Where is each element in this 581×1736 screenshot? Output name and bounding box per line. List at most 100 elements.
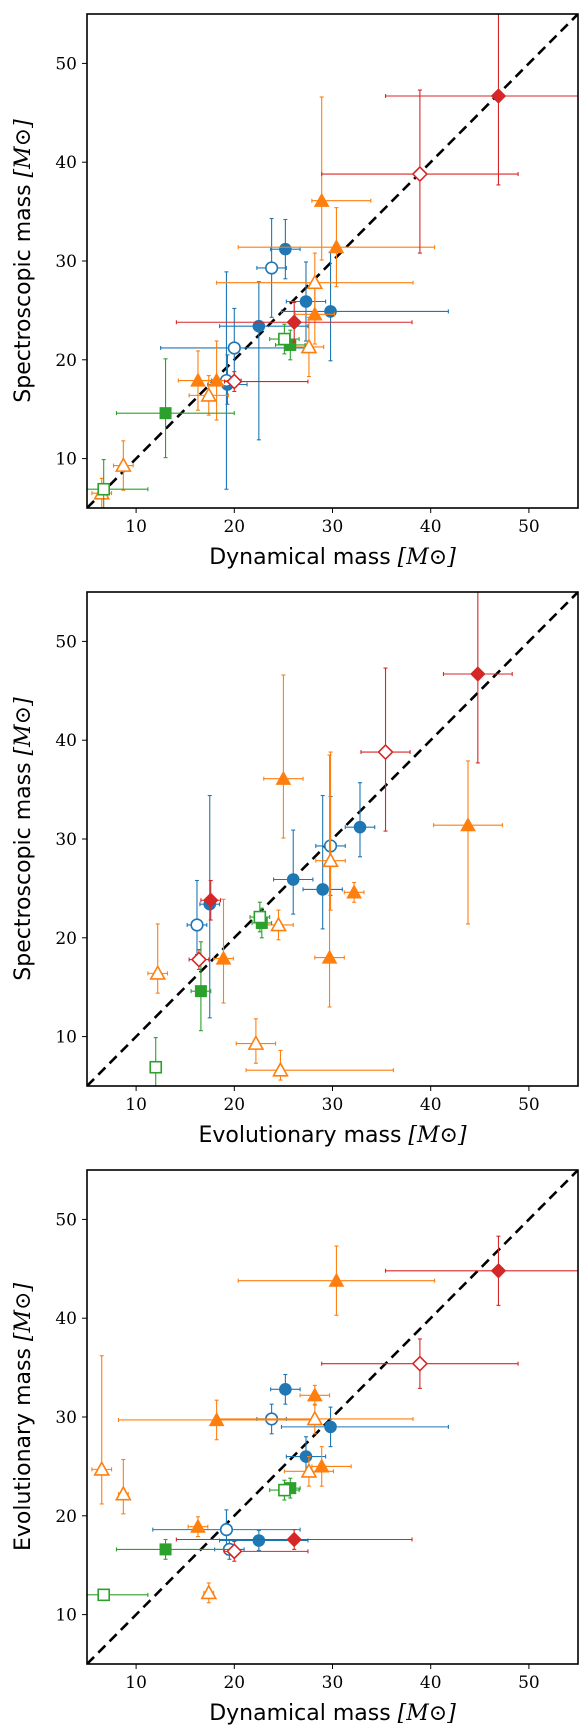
data-point: [343, 881, 365, 903]
x-tick-label: 30: [322, 517, 344, 537]
y-axis-label-unit: [M⊙]: [11, 119, 36, 178]
x-axis-label-unit: [M⊙]: [408, 1123, 467, 1148]
y-axis-label-text: Spectroscopic mass: [11, 177, 36, 402]
data-point: [270, 218, 301, 280]
data-point: [237, 207, 436, 288]
data-point: [188, 949, 210, 970]
marker-triangle: [328, 1272, 345, 1287]
data-point: [114, 1458, 132, 1515]
data-point: [285, 261, 327, 342]
marker-square: [159, 407, 172, 420]
y-tick-label: 20: [55, 351, 77, 371]
marker-triangle: [93, 1460, 111, 1476]
marker-triangle: [313, 192, 330, 207]
data-point: [280, 1406, 449, 1448]
data-point: [245, 1049, 394, 1081]
x-tick-label: 40: [420, 1095, 442, 1115]
data-point: [433, 760, 503, 925]
data-point: [188, 375, 229, 416]
marker-square: [149, 1060, 163, 1074]
marker-triangle: [313, 1458, 330, 1473]
data-point: [311, 96, 372, 261]
y-tick-label: 10: [55, 1028, 77, 1048]
marker-triangle: [114, 456, 132, 472]
marker-square: [278, 332, 291, 346]
marker-diamond: [490, 88, 507, 104]
marker-circle: [252, 319, 266, 333]
x-tick-label: 20: [223, 517, 245, 537]
x-axis-label-unit: [M⊙]: [398, 1701, 457, 1726]
marker-triangle: [208, 372, 225, 387]
x-tick-label: 30: [322, 1673, 344, 1693]
data-point: [175, 301, 413, 343]
marker-circle: [265, 261, 279, 275]
marker-triangle: [346, 884, 362, 899]
marker-triangle: [215, 950, 232, 965]
x-tick-label: 10: [125, 1673, 147, 1693]
data-point: [315, 751, 346, 911]
data-point: [87, 459, 149, 508]
data-point: [237, 1245, 436, 1316]
marker-diamond: [226, 373, 243, 390]
data-point: [273, 829, 314, 915]
data-point: [270, 1373, 301, 1405]
data-point: [87, 1588, 149, 1602]
marker-triangle: [300, 1462, 318, 1478]
y-tick-label: 50: [55, 632, 77, 652]
marker-triangle: [190, 372, 206, 387]
marker-diamond: [490, 1263, 507, 1279]
data-layer: [87, 592, 578, 1086]
x-axis-label-text: Dynamical mass: [209, 1701, 397, 1726]
data-point: [321, 1338, 519, 1389]
y-axis-label-unit: [M⊙]: [11, 697, 36, 756]
y-tick-label: 10: [55, 450, 77, 470]
marker-triangle: [321, 949, 338, 964]
marker-circle: [227, 341, 241, 355]
marker-triangle: [247, 1034, 265, 1050]
data-layer: [87, 1170, 578, 1664]
data-point: [152, 1509, 301, 1550]
marker-diamond: [190, 951, 208, 968]
y-tick-label: 40: [55, 1309, 77, 1329]
marker-triangle: [328, 239, 345, 254]
data-point: [223, 1540, 309, 1562]
marker-circle: [316, 883, 329, 896]
data-point: [213, 898, 234, 1004]
marker-circle: [353, 820, 367, 834]
marker-circle: [219, 1523, 234, 1537]
data-point: [360, 667, 411, 832]
marker-diamond: [286, 314, 302, 330]
marker-square: [97, 482, 110, 496]
data-point: [442, 592, 513, 764]
x-tick-label: 50: [518, 517, 540, 537]
marker-triangle: [306, 1387, 323, 1402]
data-point: [235, 1018, 277, 1064]
marker-circle: [190, 918, 204, 932]
y-axis-label-unit: [M⊙]: [11, 1283, 36, 1342]
data-point: [149, 1037, 163, 1086]
data-point: [115, 358, 235, 459]
y-axis-label-text: Evolutionary mass: [11, 1341, 36, 1551]
data-point: [187, 1516, 209, 1538]
data-point: [91, 1355, 113, 1505]
marker-diamond: [377, 743, 394, 761]
x-tick-label: 50: [518, 1095, 540, 1115]
marker-triangle: [149, 964, 167, 980]
data-point: [321, 89, 519, 254]
marker-diamond: [470, 666, 486, 682]
y-tick-label: 50: [55, 54, 77, 74]
marker-diamond: [411, 165, 429, 183]
y-tick-label: 30: [55, 1408, 77, 1428]
marker-square: [278, 1483, 291, 1497]
x-tick-label: 20: [223, 1095, 245, 1115]
x-axis-label: Evolutionary mass [M⊙]: [198, 1123, 466, 1148]
y-tick-label: 30: [55, 252, 77, 272]
marker-triangle: [270, 916, 287, 932]
x-axis-label: Dynamical mass [M⊙]: [209, 1701, 456, 1726]
data-point: [216, 252, 414, 313]
marker-triangle: [306, 306, 323, 321]
marker-diamond: [411, 1355, 429, 1372]
y-axis-label-text: Spectroscopic mass: [11, 755, 36, 980]
